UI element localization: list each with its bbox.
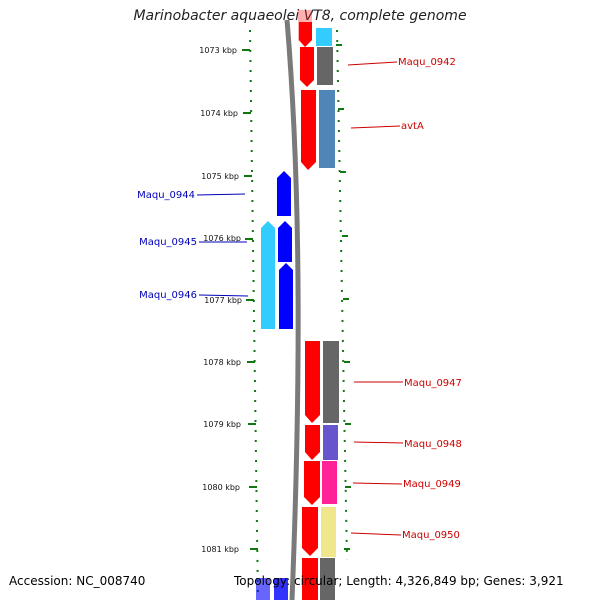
- tick-labels: 1073 kbp 1074 kbp 1075 kbp 1076 kbp 1077…: [199, 46, 242, 554]
- genome-title: Marinobacter aquaeolei VT8, complete gen…: [133, 8, 467, 24]
- reverse-genes: [256, 171, 293, 600]
- block-gray: [317, 47, 333, 85]
- gene-label: Maqu_0942: [398, 57, 456, 68]
- gene-label: Maqu_0947: [404, 378, 462, 389]
- tick-label: 1073 kbp: [199, 46, 237, 55]
- gene-label: Maqu_0948: [404, 439, 462, 450]
- forward-gene-labels: Maqu_0942 avtA Maqu_0947 Maqu_0948 Maqu_…: [347, 57, 462, 541]
- forward-gene: [299, 22, 312, 47]
- forward-blocks: [316, 28, 339, 600]
- forward-gene: [305, 425, 320, 460]
- track-guides: [249, 29, 348, 600]
- tick-label: 1075 kbp: [201, 172, 239, 181]
- forward-gene: [305, 341, 320, 423]
- forward-gene: [302, 558, 318, 600]
- inner-guide: [249, 29, 259, 600]
- tick-label: 1074 kbp: [200, 109, 238, 118]
- tick-label: 1080 kbp: [202, 483, 240, 492]
- tick-label: 1079 kbp: [203, 420, 241, 429]
- block-khaki: [321, 507, 336, 557]
- forward-gene: [300, 47, 314, 87]
- forward-gene: [301, 90, 316, 170]
- accession-text: Accession: NC_008740: [9, 574, 146, 588]
- block-gray: [323, 341, 339, 423]
- reverse-gene: [279, 263, 293, 329]
- forward-genes: [298, 10, 320, 600]
- reverse-gene-labels: Maqu_0944 Maqu_0945 Maqu_0946: [137, 190, 249, 301]
- block-purple: [323, 425, 338, 460]
- gene-label: Maqu_0946: [139, 290, 197, 301]
- block-gray: [320, 558, 335, 600]
- reverse-gene: [256, 578, 270, 600]
- reverse-gene: [277, 171, 291, 216]
- gene-label: Maqu_0945: [139, 237, 197, 248]
- tick-label: 1077 kbp: [204, 296, 242, 305]
- reverse-outer-gene: [261, 221, 275, 329]
- tick-label: 1081 kbp: [201, 545, 239, 554]
- gene-label: Maqu_0950: [402, 530, 460, 541]
- block-magenta: [322, 461, 337, 504]
- forward-gene: [304, 461, 320, 505]
- tick-label: 1078 kbp: [203, 358, 241, 367]
- block-steelblue: [319, 90, 335, 168]
- gene-label: Maqu_0944: [137, 190, 195, 201]
- reverse-gene: [274, 578, 288, 600]
- block-cyan: [316, 28, 332, 46]
- gene-label: Maqu_0949: [403, 479, 461, 490]
- tick-marks: [242, 44, 351, 550]
- gene-label: avtA: [401, 121, 424, 132]
- forward-gene: [302, 507, 318, 556]
- genome-backbone: [284, 19, 301, 600]
- reverse-gene: [278, 221, 292, 262]
- tick-label: 1076 kbp: [203, 234, 241, 243]
- genome-summary: Topology: circular; Length: 4,326,849 bp…: [234, 574, 564, 588]
- outer-guide: [336, 29, 348, 561]
